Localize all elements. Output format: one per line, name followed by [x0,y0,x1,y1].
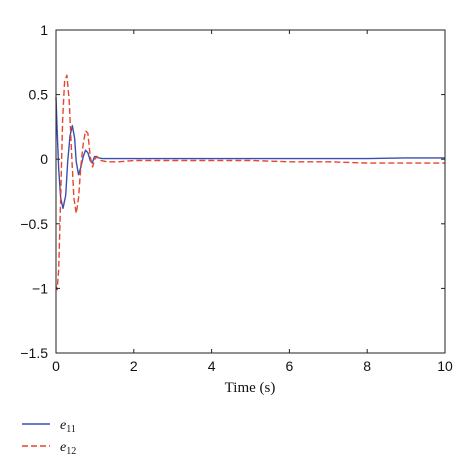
series-line-e11 [55,97,445,209]
axes: 0 2 4 6 8 10 −1.5 −1 −0.5 0 0.5 1 [20,22,453,374]
series-line-e12 [55,74,445,291]
x-tick-label: 2 [130,358,138,374]
legend-label-base: e [60,440,66,455]
legend-label-e11: e11 [60,418,76,435]
y-tick-label: 0 [40,151,48,167]
x-tick-label: 0 [52,358,60,374]
legend-label-base: e [60,418,66,433]
y-tick-label: −1 [32,280,48,296]
x-tick-label: 10 [437,358,453,374]
y-tick-label: −0.5 [20,216,48,232]
y-tick-label: 1 [40,22,48,38]
x-tick-label: 6 [286,358,294,374]
y-tick-label: −1.5 [20,345,48,361]
y-tick-label: 0.5 [29,87,49,103]
plot-frame [55,29,446,354]
x-tick-label: 8 [363,358,371,374]
legend-label-subscript: 11 [66,424,76,435]
x-tick-label: 4 [208,358,216,374]
legend-label-e12: e12 [60,440,76,457]
legend-label-subscript: 12 [66,446,76,457]
x-axis-label: Time (s) [225,380,276,396]
plot-marks [55,74,445,291]
